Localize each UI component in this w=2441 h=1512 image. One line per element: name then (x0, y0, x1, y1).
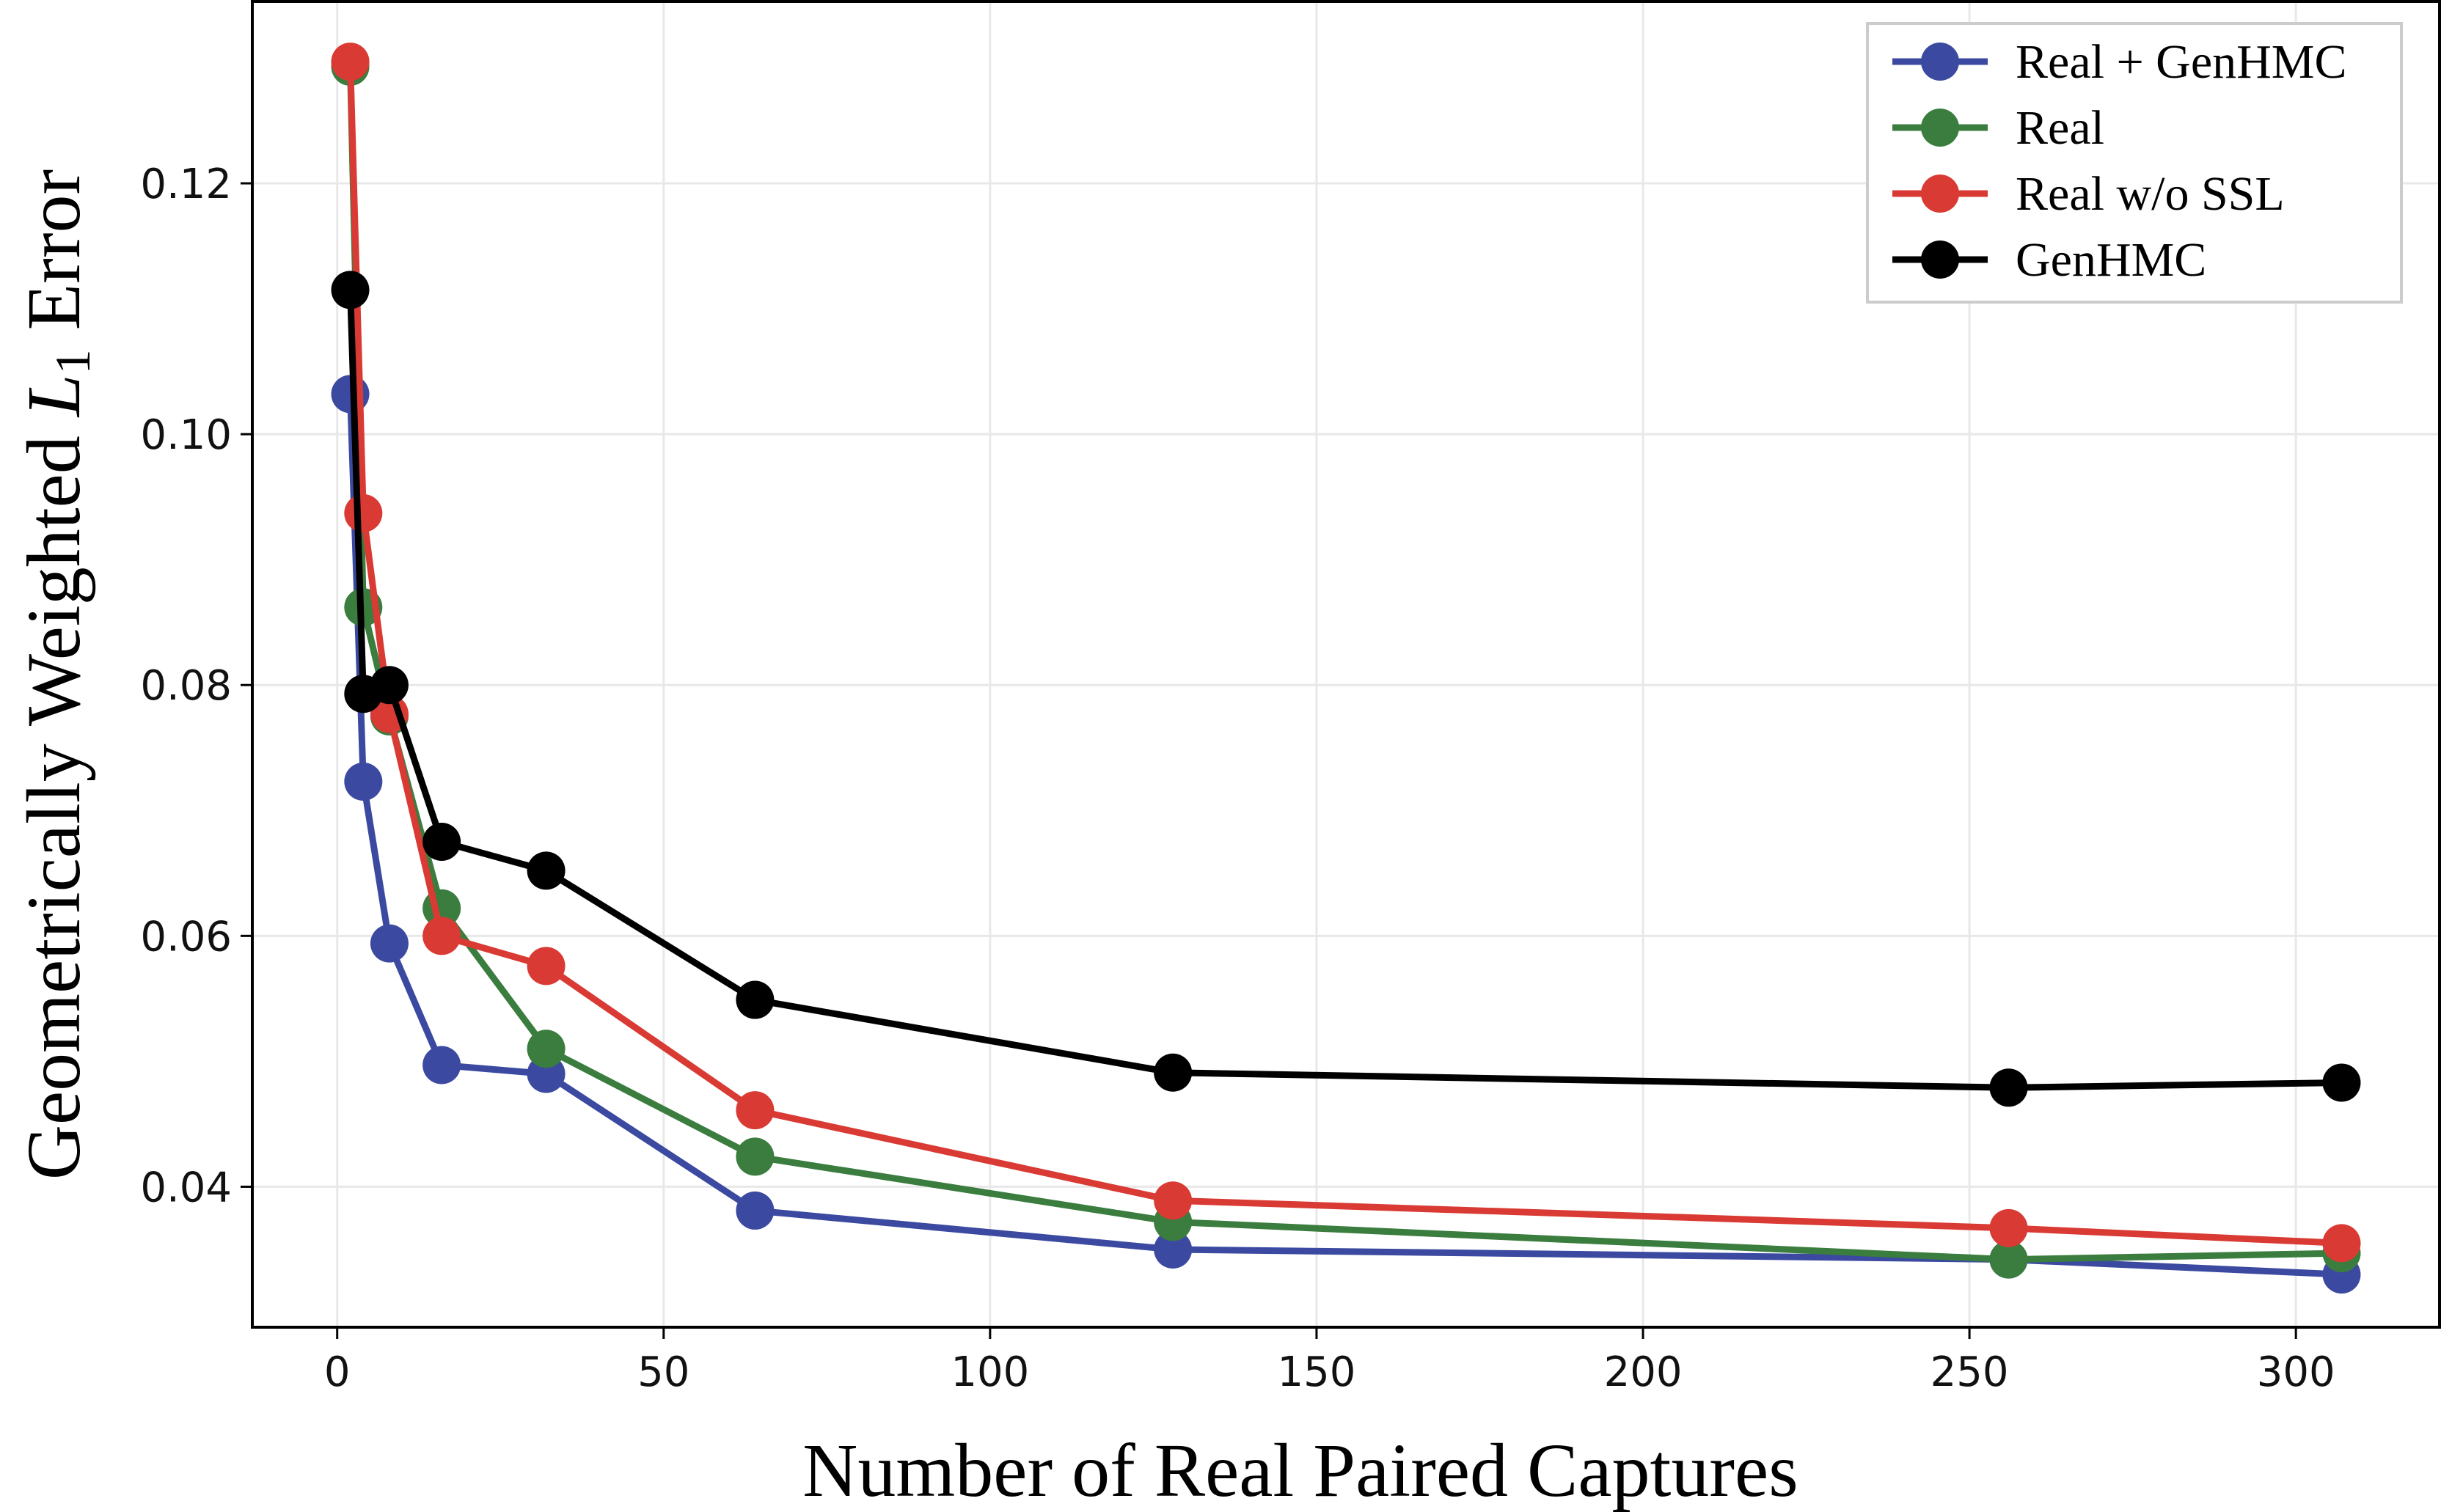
data-point (344, 493, 383, 532)
legend-item: GenHMC (1892, 233, 2206, 287)
y-axis-title-suffix: Error (12, 169, 96, 349)
series-genhmc (331, 271, 2361, 1107)
y-axis-title-prefix: Geometrically Weighted (12, 416, 96, 1180)
data-point (331, 43, 370, 81)
legend-label: GenHMC (2016, 233, 2206, 287)
series-line (347, 290, 2342, 1091)
data-point (1154, 1181, 1193, 1220)
x-tick-label: 250 (1931, 1348, 2009, 1396)
data-point (736, 1191, 775, 1230)
data-point (527, 1030, 566, 1068)
legend-item: Real (1892, 101, 2104, 155)
data-point (736, 1137, 775, 1176)
series-line (347, 394, 2342, 1278)
legend-item: Real + GenHMC (1892, 35, 2347, 89)
y-tick-label: 0.10 (140, 411, 232, 459)
y-tick-label: 0.08 (140, 662, 232, 710)
legend: Real + GenHMC Real Real w/o SSL GenHMC (1866, 22, 2403, 304)
y-axis: 0.04 0.06 0.08 0.10 0.12 (140, 161, 252, 1211)
legend-marker (1921, 175, 1959, 213)
data-point (370, 924, 409, 963)
data-point (1989, 1208, 2028, 1247)
x-tick-label: 100 (951, 1348, 1029, 1396)
series-layer (331, 43, 2361, 1294)
data-point (736, 980, 775, 1019)
data-point (527, 947, 566, 986)
data-point (1989, 1068, 2028, 1107)
legend-marker (1921, 43, 1959, 81)
data-point (422, 823, 461, 862)
data-point (2322, 1063, 2361, 1102)
x-tick-label: 0 (324, 1348, 351, 1396)
legend-marker (1921, 241, 1959, 279)
data-point (422, 1046, 461, 1085)
y-tick-label: 0.12 (140, 161, 232, 208)
legend-label: Real + GenHMC (2016, 35, 2347, 89)
data-point (1154, 1230, 1193, 1269)
y-axis-title-sub: 1 (45, 349, 100, 374)
data-point (2322, 1224, 2361, 1263)
y-tick-label: 0.04 (140, 1164, 232, 1211)
x-tick-label: 200 (1604, 1348, 1683, 1396)
x-axis: 0 50 100 150 200 250 300 (324, 1327, 2335, 1396)
data-point (527, 851, 566, 890)
x-tick-label: 300 (2257, 1348, 2335, 1396)
legend-label: Real (2016, 101, 2104, 155)
y-axis-title: Geometrically Weighted L1 Error (12, 169, 100, 1180)
plot-frame (251, 0, 2441, 1329)
legend-item: Real w/o SSL (1892, 167, 2285, 221)
y-tick-label: 0.06 (140, 913, 232, 961)
x-tick-label: 150 (1277, 1348, 1355, 1396)
data-point (331, 271, 370, 309)
x-axis-title: Number of Real Paired Captures (802, 1428, 1798, 1512)
data-point (422, 917, 461, 955)
legend-label: Real w/o SSL (2016, 167, 2285, 221)
x-tick-label: 50 (637, 1348, 689, 1396)
data-point (1154, 1053, 1193, 1092)
series-real-genhmc (331, 375, 2361, 1294)
legend-marker (1921, 109, 1959, 147)
data-point (736, 1091, 775, 1130)
data-point (370, 666, 409, 705)
data-point (344, 762, 383, 801)
series-real-w-o-ssl (331, 43, 2361, 1263)
y-axis-title-var: L (12, 374, 96, 418)
data-point (1989, 1240, 2028, 1279)
